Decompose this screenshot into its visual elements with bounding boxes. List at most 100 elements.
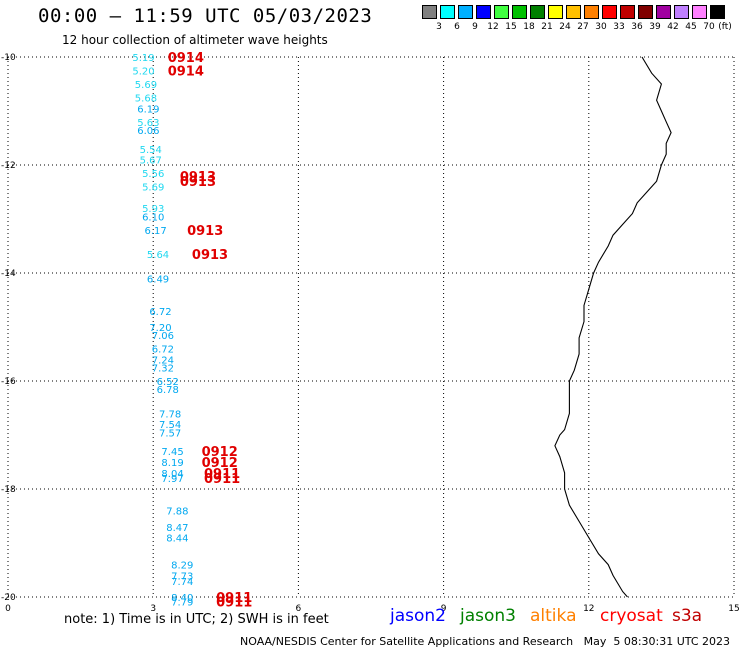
swh-value: 6.17 [144, 226, 166, 237]
swh-value: 6.06 [137, 126, 159, 137]
pass-time-label: 0914 [168, 65, 204, 80]
legend-swatch [494, 5, 509, 19]
legend-label: 3 [436, 22, 442, 32]
legend-label: 45 [685, 22, 697, 32]
map-title: 00:00 – 11:59 UTC 05/03/2023 [38, 5, 373, 27]
legend-swatch [674, 5, 689, 19]
legend-label: 33 [613, 22, 625, 32]
legend-swatch [530, 5, 545, 19]
pass-time-label: 0913 [180, 175, 216, 190]
swh-value: 7.06 [152, 331, 174, 342]
pass-time-label: 0911 [216, 595, 252, 610]
swh-value: 7.88 [166, 507, 188, 518]
swh-value: 5.54 [140, 145, 162, 156]
swh-value: 8.29 [171, 561, 193, 572]
lat-tick-label: -16 [1, 377, 16, 387]
lon-tick-label: 6 [296, 604, 302, 614]
axis-ticks: -10 -12 -14 -16 -18 -200 3 6 9 12 15 [1, 53, 740, 614]
legend-label: 27 [577, 22, 589, 32]
satellite-label-altika: altika [530, 606, 577, 626]
swh-value: 6.19 [137, 104, 159, 115]
credit-line: NOAA/NESDIS Center for Satellite Applica… [240, 635, 731, 648]
legend-swatch [440, 5, 455, 19]
legend-label: 39 [649, 22, 661, 32]
swh-value: 7.45 [161, 447, 183, 458]
legend-label: 12 [487, 22, 499, 32]
legend-label: 70 [703, 22, 715, 32]
legend-swatch [602, 5, 617, 19]
swh-value: 5.20 [132, 67, 154, 78]
satellite-label-jason3: jason3 [460, 606, 516, 626]
legend-label: 21 [541, 22, 553, 32]
lon-tick-label: 3 [150, 604, 156, 614]
legend-label: 42 [667, 22, 679, 32]
pass-time-label: 0911 [204, 472, 240, 487]
legend-swatch [584, 5, 599, 19]
swh-value: 6.52 [157, 377, 179, 388]
lat-tick-label: -18 [1, 485, 16, 495]
legend-swatch [656, 5, 671, 19]
swh-value: 5.93 [142, 204, 164, 215]
swh-value: 8.47 [166, 523, 188, 534]
lat-tick-label: -10 [1, 53, 16, 63]
swh-value: 5.63 [137, 118, 159, 129]
pass-time-label: 0913 [192, 248, 228, 263]
legend-swatch [422, 5, 437, 19]
lon-tick-label: 12 [583, 604, 594, 614]
lon-tick-label: 9 [441, 604, 447, 614]
legend-label: 6 [454, 22, 460, 32]
swh-value: 5.19 [132, 53, 154, 64]
swh-value: 6.72 [149, 307, 171, 318]
swh-value: 7.78 [159, 409, 181, 420]
map-grid [7, 56, 735, 598]
legend-label: 36 [631, 22, 643, 32]
swh-value: 7.97 [161, 474, 183, 485]
map-subtitle: 12 hour collection of altimeter wave hei… [62, 33, 328, 47]
swh-value: 6.78 [157, 385, 179, 396]
satellite-label-jason2: jason2 [390, 606, 446, 626]
legend-swatch [476, 5, 491, 19]
swh-value: 5.67 [140, 156, 162, 167]
pass-time-label: 0914 [168, 51, 204, 66]
legend-swatch [710, 5, 725, 19]
swh-value: 7.57 [159, 428, 181, 439]
coastline [554, 56, 672, 598]
swh-value: 8.19 [161, 458, 183, 469]
legend-swatch [458, 5, 473, 19]
swh-value: 7.32 [152, 364, 174, 375]
swh-value: 5.64 [147, 250, 169, 261]
swh-value: 7.74 [171, 577, 193, 588]
swh-labels: 5.19 5.20 5.69 5.686.19 5.636.06 5.545.67 5.56… [132, 53, 193, 608]
satellite-label-cryosat: cryosat [600, 606, 663, 626]
pass-time-label: 0912 [202, 445, 238, 460]
swh-value: 5.69 [135, 80, 157, 91]
lon-tick-label: 0 [5, 604, 11, 614]
swh-value: 6.72 [152, 345, 174, 356]
legend-label: 24 [559, 22, 571, 32]
legend-swatch [692, 5, 707, 19]
time-labels: 0914091409130913091309130912091209110911… [168, 51, 253, 610]
legend-label: 15 [505, 22, 517, 32]
swh-value: 7.73 [171, 571, 193, 582]
legend-label: 18 [523, 22, 535, 32]
footer-note: note: 1) Time is in UTC; 2) SWH is in fe… [64, 612, 329, 627]
lat-tick-label: -20 [1, 593, 16, 603]
swh-value: 6.10 [142, 212, 164, 223]
swh-value: 8.44 [166, 534, 188, 545]
swh-value: 7.79 [171, 597, 193, 608]
swh-value: 7.20 [149, 323, 171, 334]
legend-swatch [512, 5, 527, 19]
swh-value: 5.56 [142, 169, 164, 180]
legend-swatch [638, 5, 653, 19]
legend-swatch [620, 5, 635, 19]
swh-value: 8.40 [171, 593, 193, 604]
swh-value: 8.04 [161, 469, 183, 480]
swh-value: 6.49 [147, 274, 169, 285]
swh-value: 7.24 [152, 355, 174, 366]
swh-value: 7.54 [159, 420, 181, 431]
swh-value: 5.68 [135, 94, 157, 105]
pass-time-label: 0911 [204, 467, 240, 482]
legend-label: 30 [595, 22, 607, 32]
pass-time-label: 0912 [202, 456, 238, 471]
